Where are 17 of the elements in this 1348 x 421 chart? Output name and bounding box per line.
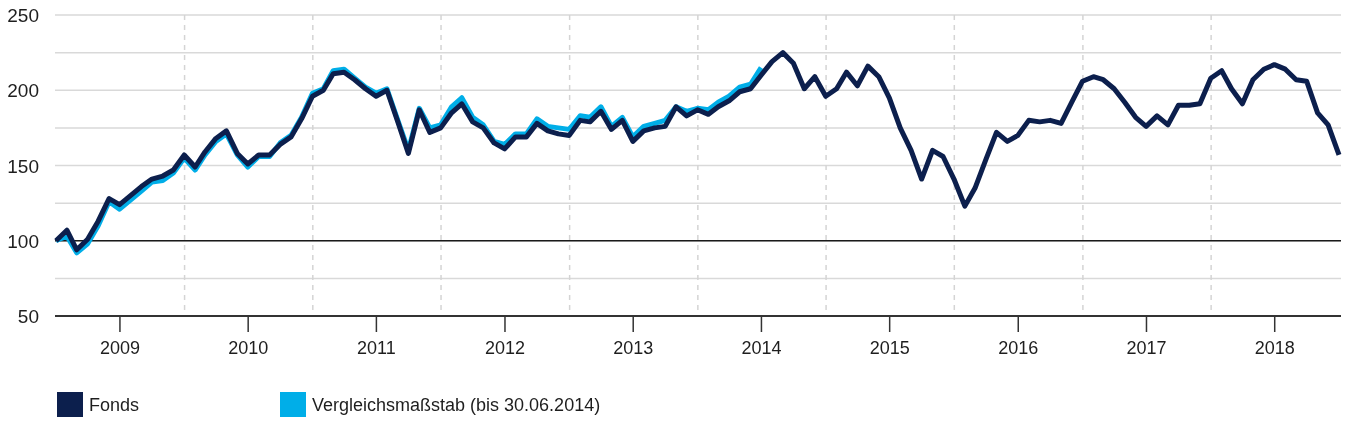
legend-label: Fonds	[89, 394, 140, 415]
y-tick-label: 50	[17, 305, 39, 327]
y-tick-label: 150	[7, 155, 39, 176]
x-tick-label: 2013	[613, 338, 654, 358]
x-tick-label: 2012	[484, 338, 525, 358]
x-tick-label: 2016	[998, 338, 1039, 358]
x-tick-label: 2015	[869, 338, 910, 358]
legend-label: Vergleichsmaßstab (bis 30.06.2014)	[312, 394, 601, 415]
x-tick-label: 2017	[1126, 338, 1167, 358]
x-tick-label: 2011	[357, 338, 396, 358]
x-tick-label: 2014	[741, 338, 782, 358]
x-tick-label: 2018	[1254, 338, 1295, 358]
y-tick-label: 250	[7, 4, 39, 26]
x-tick-label: 2009	[99, 338, 140, 358]
y-tick-label: 100	[7, 230, 39, 252]
y-tick-label: 200	[7, 79, 39, 101]
x-tick-label: 2010	[228, 338, 269, 358]
